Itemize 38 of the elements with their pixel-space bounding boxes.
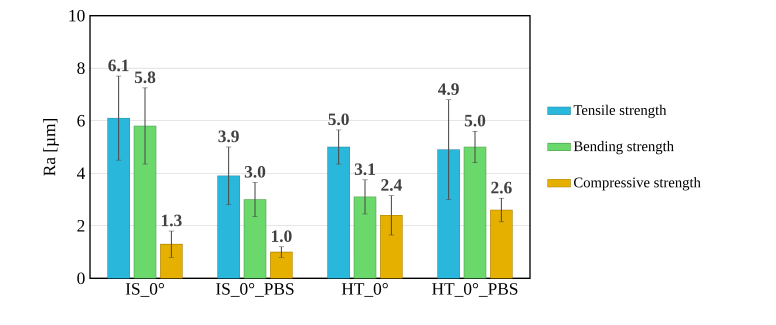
data-label: 5.8 <box>134 71 156 84</box>
x-tick-label: IS_0° <box>126 283 164 297</box>
data-label: 3.0 <box>244 166 266 178</box>
bar <box>134 126 156 278</box>
data-label: 4.9 <box>438 83 459 96</box>
x-tick-label: HT_0° <box>342 283 388 297</box>
data-label: 5.0 <box>328 113 349 126</box>
data-label: 2.4 <box>381 179 402 191</box>
y-tick-label: 4 <box>76 168 86 179</box>
y-tick-label: 10 <box>70 10 85 22</box>
legend-label: Compressive strength <box>574 177 701 190</box>
y-tick-label: 2 <box>77 220 84 232</box>
data-label: 5.0 <box>464 114 486 127</box>
bar <box>217 176 240 278</box>
x-tick-label: HT_0°_PBS <box>432 283 518 297</box>
data-label: 6.1 <box>108 60 129 72</box>
x-tick-label: IS_0°_PBS <box>216 283 294 297</box>
bar <box>354 196 376 278</box>
bar <box>437 149 460 278</box>
bar <box>244 199 266 278</box>
bar <box>490 210 513 278</box>
bar <box>270 252 293 278</box>
bar <box>464 146 486 278</box>
bar <box>380 215 403 278</box>
data-label: 1.3 <box>162 214 182 226</box>
bar <box>327 146 350 278</box>
data-label: 1.0 <box>272 230 292 242</box>
y-tick-label: 6 <box>77 114 85 127</box>
y-tick-label: 8 <box>77 62 85 74</box>
y-tick-label: 0 <box>77 272 85 284</box>
data-label: 3.1 <box>354 163 375 176</box>
data-label: 2.6 <box>491 182 512 194</box>
legend-label: Bending strength <box>574 140 674 154</box>
legend-label: Tensile strength <box>574 104 666 118</box>
bar <box>107 118 130 278</box>
y-axis-title: Ra [µm] <box>43 118 59 176</box>
bar <box>160 244 183 278</box>
data-label: 3.9 <box>218 130 239 142</box>
